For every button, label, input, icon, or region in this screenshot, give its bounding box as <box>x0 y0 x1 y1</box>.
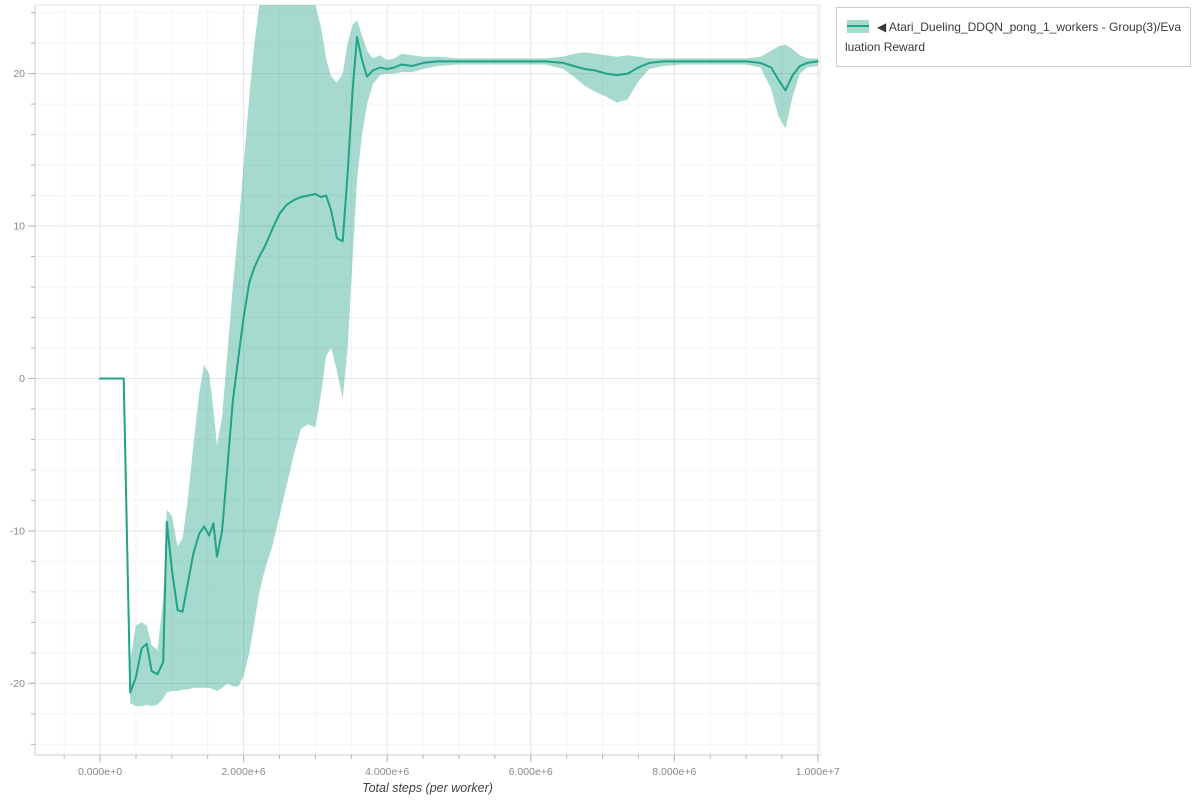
y-tick-label: -10 <box>10 525 25 537</box>
x-tick-label: 8.000e+6 <box>652 766 696 778</box>
x-tick-label: 4.000e+6 <box>365 766 409 778</box>
mean-line <box>99 36 819 694</box>
y-tick-label: 0 <box>19 373 25 385</box>
legend-label: ◀ Atari_Dueling_DDQN_pong_1_workers - Gr… <box>845 20 1182 54</box>
legend-swatch-icon <box>847 20 869 33</box>
legend[interactable]: ◀ Atari_Dueling_DDQN_pong_1_workers - Gr… <box>836 7 1191 67</box>
x-tick-label: 6.000e+6 <box>509 766 553 778</box>
major-gridlines <box>35 5 820 755</box>
tick-marks <box>28 12 819 762</box>
y-tick-label: 20 <box>13 68 25 80</box>
confidence-band <box>100 5 818 707</box>
x-tick-label: 2.000e+6 <box>222 766 266 778</box>
minor-gridlines <box>35 5 820 755</box>
y-tick-label: 10 <box>13 221 25 233</box>
y-tick-label: -20 <box>10 678 25 690</box>
x-tick-label: 0.000e+0 <box>78 766 122 778</box>
legend-swatch-line <box>847 25 869 27</box>
x-axis-label: Total steps (per worker) <box>362 781 493 795</box>
x-tick-label: 1.000e+7 <box>796 766 840 778</box>
tick-labels: 0.000e+0 2.000e+6 4.000e+6 6.000e+6 8.000e+6… <box>10 68 840 778</box>
plot-outline <box>34 4 821 756</box>
